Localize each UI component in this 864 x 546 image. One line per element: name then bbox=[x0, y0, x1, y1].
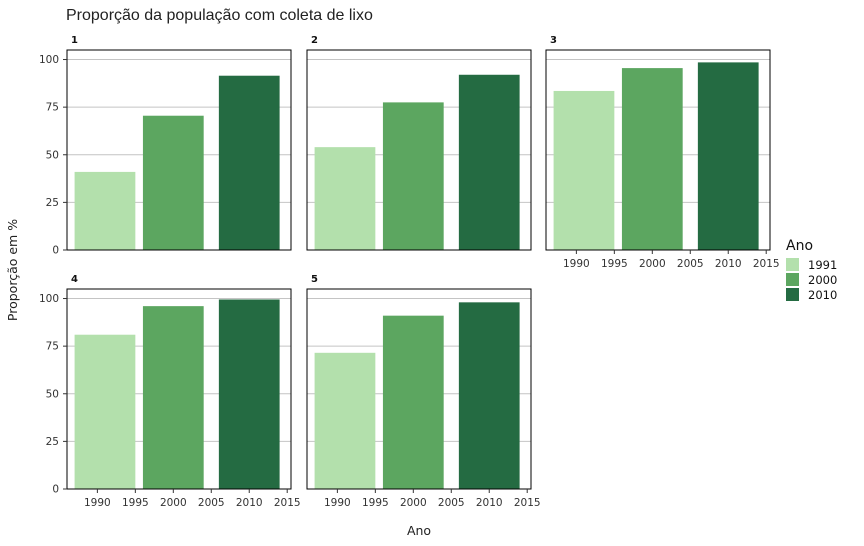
legend-label-1991: 1991 bbox=[808, 258, 837, 272]
panel-frame bbox=[545, 49, 771, 251]
bar-2000 bbox=[382, 102, 444, 250]
panel-label: 4 bbox=[71, 274, 78, 285]
x-tick-label: 2015 bbox=[514, 497, 541, 509]
x-tick-label: 2005 bbox=[677, 258, 704, 270]
bar-2010 bbox=[218, 75, 280, 250]
x-tick-label: 1995 bbox=[601, 258, 628, 270]
panel-frame bbox=[66, 49, 292, 251]
bar-2010 bbox=[697, 62, 759, 250]
legend-swatch-2010 bbox=[786, 288, 799, 301]
bar-2010 bbox=[458, 74, 520, 250]
y-tick-label: 25 bbox=[46, 436, 59, 448]
legend-label-2010: 2010 bbox=[808, 288, 837, 302]
bar-1991 bbox=[553, 90, 615, 250]
panel-frame bbox=[306, 49, 532, 251]
x-tick-label: 2010 bbox=[715, 258, 742, 270]
x-tick-label: 2000 bbox=[400, 497, 427, 509]
panel-frame bbox=[306, 288, 532, 490]
x-tick-label: 1990 bbox=[563, 258, 590, 270]
x-tick-label: 2010 bbox=[476, 497, 503, 509]
y-tick-label: 75 bbox=[46, 341, 59, 353]
panel-1: 1 0 25 50 75 100 bbox=[39, 35, 292, 257]
y-axis-label: Proporção em % bbox=[5, 219, 20, 321]
panel-label: 1 bbox=[71, 35, 78, 46]
x-tick-label: 2005 bbox=[198, 497, 225, 509]
panel-label: 2 bbox=[311, 35, 318, 46]
legend-swatch-2000 bbox=[786, 273, 799, 286]
bar-2000 bbox=[142, 115, 204, 250]
x-tick-label: 2000 bbox=[639, 258, 666, 270]
y-tick-label: 75 bbox=[46, 102, 59, 114]
chart-title: Proporção da população com coleta de lix… bbox=[66, 7, 373, 24]
panels-group: 1 0 25 50 75 100 2 3 1990 1995 2000 2005 2010 2015 4 0 2… bbox=[39, 35, 780, 509]
y-tick-label: 0 bbox=[52, 484, 59, 496]
bar-1991 bbox=[74, 334, 136, 489]
bar-2010 bbox=[218, 299, 280, 489]
panel-5: 5 1990 1995 2000 2005 2010 2015 bbox=[306, 274, 541, 509]
legend-title: Ano bbox=[786, 238, 813, 254]
x-axis-label: Ano bbox=[407, 523, 431, 538]
panel-2: 2 bbox=[306, 35, 532, 251]
y-tick-label: 50 bbox=[46, 388, 59, 400]
legend-label-2000: 2000 bbox=[808, 273, 837, 287]
panel-frame bbox=[66, 288, 292, 490]
bar-1991 bbox=[74, 171, 136, 250]
x-tick-label: 2015 bbox=[753, 258, 780, 270]
x-tick-label: 1995 bbox=[362, 497, 389, 509]
panel-label: 5 bbox=[311, 274, 318, 285]
bar-2000 bbox=[621, 68, 683, 250]
bar-2000 bbox=[382, 315, 444, 489]
bar-1991 bbox=[314, 352, 376, 489]
panel-4: 4 0 25 50 75 100 1990 1995 2000 2005 2010 2015 bbox=[39, 274, 301, 509]
y-tick-label: 100 bbox=[39, 54, 59, 66]
x-tick-label: 2015 bbox=[274, 497, 301, 509]
y-tick-label: 50 bbox=[46, 149, 59, 161]
bar-1991 bbox=[314, 147, 376, 250]
bar-2010 bbox=[458, 302, 520, 489]
y-tick-label: 0 bbox=[52, 245, 59, 257]
x-tick-label: 2000 bbox=[160, 497, 187, 509]
x-tick-label: 2010 bbox=[236, 497, 263, 509]
x-tick-label: 1990 bbox=[324, 497, 351, 509]
y-tick-label: 25 bbox=[46, 197, 59, 209]
legend-swatch-1991 bbox=[786, 258, 799, 271]
y-tick-label: 100 bbox=[39, 293, 59, 305]
panel-label: 3 bbox=[550, 35, 557, 46]
x-tick-label: 2005 bbox=[438, 497, 465, 509]
x-tick-label: 1990 bbox=[84, 497, 111, 509]
x-tick-label: 1995 bbox=[122, 497, 149, 509]
panel-3: 3 1990 1995 2000 2005 2010 2015 bbox=[545, 35, 780, 270]
bar-2000 bbox=[142, 306, 204, 489]
